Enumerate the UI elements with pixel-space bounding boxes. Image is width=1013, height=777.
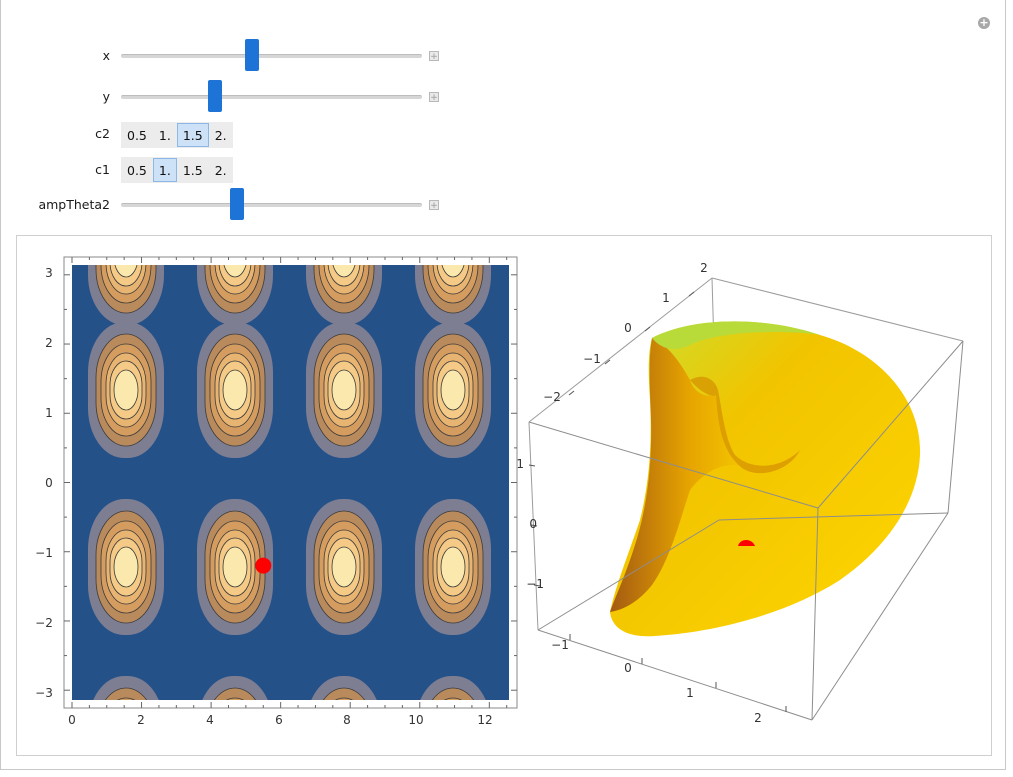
y-expand-icon[interactable]: + <box>429 92 439 103</box>
z-tick-label: 0 <box>529 517 537 531</box>
surface-tick-marks <box>528 291 787 712</box>
x-tick-label: 6 <box>275 713 283 727</box>
c1-option-0.5[interactable]: 0.5 <box>127 163 147 178</box>
c2-option-0.5[interactable]: 0.5 <box>127 128 147 143</box>
y-tick-label: −3 <box>35 686 53 700</box>
x-tick-label: 8 <box>343 713 351 727</box>
y-tick-label: −2 <box>35 616 53 630</box>
y-slider-thumb[interactable] <box>208 80 222 112</box>
x-tick-label: 10 <box>408 713 423 727</box>
contour-point-marker <box>255 557 272 574</box>
y-tick-label: 2 <box>45 336 53 350</box>
y-depth-tick-label: 2 <box>700 261 708 275</box>
surface-plot: 1 0 −1 2 1 0 −1 −2 −1 0 1 2 <box>516 261 964 725</box>
x-slider-thumb[interactable] <box>245 39 259 71</box>
c2-option-1.5[interactable]: 1.5 <box>176 123 209 147</box>
ampTheta2-expand-icon[interactable]: + <box>429 200 439 211</box>
c2-label: c2 <box>95 126 110 141</box>
y-tick-label: 1 <box>45 406 53 420</box>
surface-funnel <box>690 376 800 474</box>
x-depth-tick-label: 2 <box>754 711 762 725</box>
y-tick-label: 3 <box>45 266 53 280</box>
c1-option-1[interactable]: 1. <box>152 158 177 182</box>
x-depth-tick-label: 1 <box>686 686 694 700</box>
c1-label: c1 <box>95 162 110 177</box>
y-depth-tick-label: −1 <box>583 352 601 366</box>
options-plus-icon[interactable]: + <box>978 16 990 29</box>
x-depth-tick-label: 0 <box>624 661 632 675</box>
x-tick-label: 0 <box>68 713 76 727</box>
c2-option-1[interactable]: 1. <box>158 128 171 143</box>
x-slider-label: x <box>102 48 110 63</box>
contour-y-ticks <box>64 274 517 691</box>
x-slider-track[interactable] <box>121 54 422 58</box>
x-tick-label: 2 <box>137 713 145 727</box>
c1-setter-bar: 0.5 1. 1.5 2. <box>121 157 233 183</box>
contour-x-ticks <box>71 257 508 708</box>
z-tick-label: −1 <box>526 577 544 591</box>
y-slider-track[interactable] <box>121 95 422 99</box>
x-depth-tick-label: −1 <box>551 638 569 652</box>
c1-option-2[interactable]: 2. <box>214 163 227 178</box>
surface-rim <box>652 321 820 350</box>
contour-plot: 3 2 1 0 −1 −2 −3 0 2 4 6 8 10 12 <box>35 256 518 727</box>
y-depth-tick-label: 0 <box>624 321 632 335</box>
y-depth-tick-label: −2 <box>543 390 561 404</box>
ampTheta2-slider-track[interactable] <box>121 203 422 207</box>
surface-point-marker <box>738 540 755 546</box>
box-front-edges <box>528 340 964 721</box>
x-tick-label: 4 <box>206 713 214 727</box>
x-expand-icon[interactable]: + <box>429 51 439 62</box>
ampTheta2-slider-label: ampTheta2 <box>38 197 110 212</box>
surface-dark-side <box>610 338 740 612</box>
y-tick-label: 0 <box>45 476 53 490</box>
ampTheta2-slider-thumb[interactable] <box>230 188 244 220</box>
y-depth-tick-label: 1 <box>662 291 670 305</box>
y-tick-label: −1 <box>35 546 53 560</box>
c2-option-2[interactable]: 2. <box>214 128 227 143</box>
x-tick-label: 12 <box>477 713 492 727</box>
y-slider-label: y <box>102 89 110 104</box>
c1-option-1.5[interactable]: 1.5 <box>182 163 203 178</box>
z-tick-label: 1 <box>516 457 524 471</box>
c2-setter-bar: 0.5 1. 1.5 2. <box>121 122 233 148</box>
